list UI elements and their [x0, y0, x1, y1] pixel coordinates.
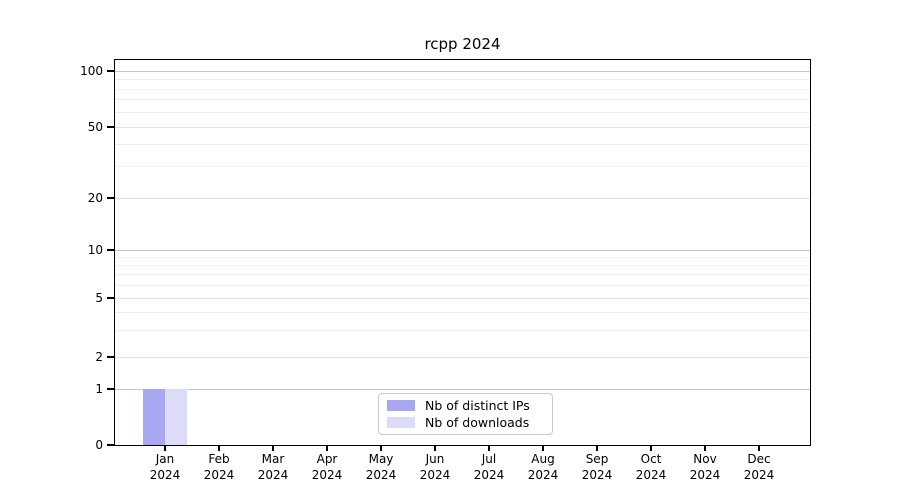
x-tick-apr	[326, 445, 328, 451]
y-tick-label-1: 1	[95, 382, 103, 396]
x-tick-sep	[596, 445, 598, 451]
legend-label-downloads: Nb of downloads	[425, 415, 530, 430]
x-tick-jun	[434, 445, 436, 451]
y-tick-0	[107, 444, 115, 446]
x-tick-may	[380, 445, 382, 451]
x-tick-label-dec: Dec 2024	[743, 452, 775, 482]
chart-title: rcpp 2024	[424, 35, 501, 53]
gridline-y-5	[114, 297, 810, 299]
x-tick-nov	[704, 445, 706, 451]
x-tick-mar	[272, 445, 274, 451]
x-tick-label-jan: Jan 2024	[149, 452, 181, 482]
legend-swatch-downloads-icon	[387, 417, 415, 428]
x-tick-jan	[164, 445, 166, 451]
y-tick-100	[107, 70, 115, 72]
x-tick-label-jun: Jun 2024	[419, 452, 451, 482]
gridline-y-50	[114, 126, 810, 128]
minor-gridline-y-4	[114, 311, 810, 313]
x-tick-label-mar: Mar 2024	[257, 452, 289, 482]
bar-jan-distinct-ips	[142, 388, 165, 445]
minor-gridline-y-90	[114, 79, 810, 80]
minor-gridline-y-9	[114, 256, 810, 258]
minor-gridline-y-60	[114, 111, 810, 113]
minor-gridline-y-3	[114, 330, 810, 332]
x-tick-aug	[542, 445, 544, 451]
x-tick-jul	[488, 445, 490, 451]
x-tick-label-apr: Apr 2024	[311, 452, 343, 482]
minor-gridline-y-30	[114, 166, 810, 168]
minor-gridline-y-8	[114, 264, 810, 266]
y-tick-label-50: 50	[87, 120, 103, 134]
minor-gridline-y-80	[114, 88, 810, 90]
gridline-y-2	[114, 356, 810, 358]
legend: Nb of distinct IPs Nb of downloads	[378, 393, 553, 435]
y-tick-20	[107, 197, 115, 199]
x-tick-label-aug: Aug 2024	[527, 452, 559, 482]
gridline-y-1	[114, 388, 810, 390]
legend-swatch-distinct-ips-icon	[387, 400, 415, 411]
gridline-y-20	[114, 197, 810, 199]
x-tick-label-jul: Jul 2024	[473, 452, 505, 482]
plot-area	[113, 58, 811, 446]
minor-gridline-y-7	[114, 274, 810, 276]
gridline-y-10	[114, 249, 810, 251]
legend-item-downloads: Nb of downloads	[387, 415, 546, 430]
y-tick-50	[107, 126, 115, 128]
y-tick-label-5: 5	[95, 291, 103, 305]
x-tick-label-may: May 2024	[365, 452, 397, 482]
y-tick-label-20: 20	[87, 191, 103, 205]
bar-jan-downloads	[164, 388, 187, 445]
x-tick-label-feb: Feb 2024	[203, 452, 235, 482]
x-tick-label-oct: Oct 2024	[635, 452, 667, 482]
y-tick-label-0: 0	[95, 438, 103, 452]
y-tick-label-100: 100	[80, 64, 103, 78]
legend-label-distinct-ips: Nb of distinct IPs	[425, 398, 530, 413]
y-tick-2	[107, 356, 115, 358]
y-tick-5	[107, 297, 115, 299]
x-tick-label-sep: Sep 2024	[581, 452, 613, 482]
x-tick-label-nov: Nov 2024	[689, 452, 721, 482]
y-tick-label-2: 2	[95, 350, 103, 364]
x-tick-dec	[758, 445, 760, 451]
x-tick-oct	[650, 445, 652, 451]
gridline-y-100	[114, 70, 810, 72]
minor-gridline-y-6	[114, 284, 810, 286]
minor-gridline-y-40	[114, 143, 810, 145]
legend-item-distinct-ips: Nb of distinct IPs	[387, 398, 546, 413]
y-tick-1	[107, 388, 115, 390]
y-tick-10	[107, 249, 115, 251]
y-tick-label-10: 10	[87, 243, 103, 257]
x-tick-feb	[218, 445, 220, 451]
minor-gridline-y-70	[114, 99, 810, 101]
